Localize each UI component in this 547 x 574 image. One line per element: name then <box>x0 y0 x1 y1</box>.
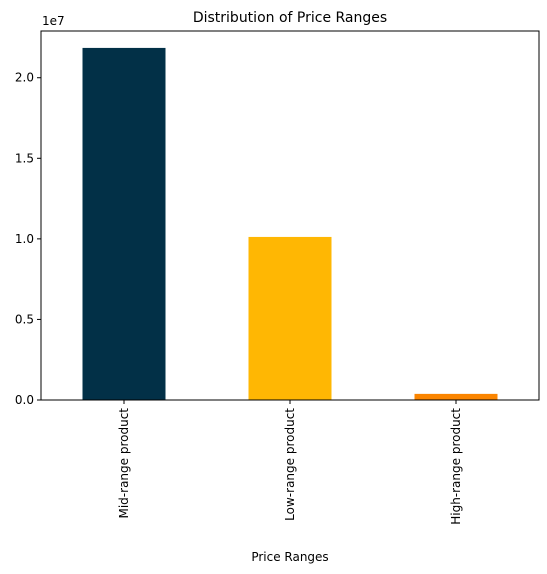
y-tick-label: 0.5 <box>15 312 34 326</box>
y-tick-label: 2.0 <box>15 71 34 85</box>
x-axis-label: Price Ranges <box>251 550 328 564</box>
bar-high-range-product <box>414 393 498 400</box>
x-tick-label: Mid-range product <box>117 408 131 519</box>
y-tick-label: 0.0 <box>15 393 34 407</box>
y-tick-label: 1.5 <box>15 151 34 165</box>
chart-title: Distribution of Price Ranges <box>193 10 387 26</box>
y-tick-label: 1.0 <box>15 232 34 246</box>
bar-low-range-product <box>248 236 332 400</box>
x-tick-label: Low-range product <box>283 408 297 521</box>
bars-group <box>82 47 498 400</box>
x-axis-ticks: Mid-range product Low-range product High-r… <box>117 400 463 525</box>
x-tick-label: High-range product <box>449 408 463 525</box>
y-axis-ticks: 0.0 0.5 1.0 1.5 2.0 <box>15 71 41 407</box>
plot-frame <box>40 30 540 401</box>
bar-mid-range-product <box>82 47 166 400</box>
y-axis-offset-label: 1e7 <box>42 14 65 28</box>
